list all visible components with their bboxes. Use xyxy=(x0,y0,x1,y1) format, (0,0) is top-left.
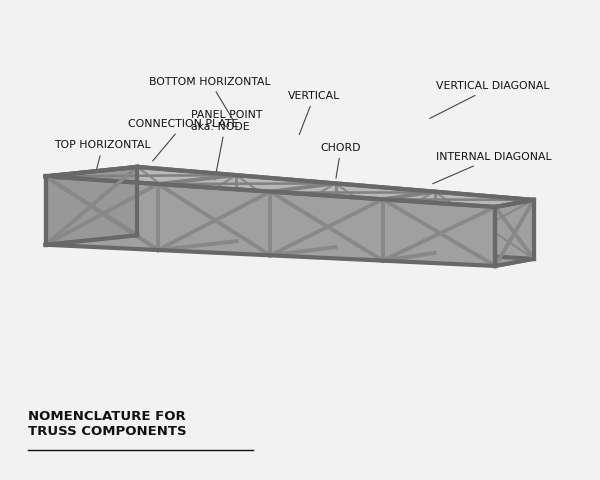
Text: CONNECTION PLATE: CONNECTION PLATE xyxy=(128,119,239,161)
Text: NOMENCLATURE FOR
TRUSS COMPONENTS: NOMENCLATURE FOR TRUSS COMPONENTS xyxy=(28,410,187,438)
Text: INTERNAL DIAGONAL: INTERNAL DIAGONAL xyxy=(433,152,552,184)
Polygon shape xyxy=(46,167,137,245)
Text: CHORD: CHORD xyxy=(321,143,361,178)
Text: PANEL POINT
aka: NODE: PANEL POINT aka: NODE xyxy=(191,110,262,180)
Text: VERTICAL DIAGONAL: VERTICAL DIAGONAL xyxy=(430,82,550,119)
Polygon shape xyxy=(46,176,495,266)
Polygon shape xyxy=(495,200,534,266)
Text: TOP HORIZONTAL: TOP HORIZONTAL xyxy=(55,140,151,169)
Polygon shape xyxy=(137,167,534,259)
Polygon shape xyxy=(46,167,534,207)
Text: VERTICAL: VERTICAL xyxy=(288,91,340,134)
Text: BOTTOM HORIZONTAL: BOTTOM HORIZONTAL xyxy=(149,77,271,120)
